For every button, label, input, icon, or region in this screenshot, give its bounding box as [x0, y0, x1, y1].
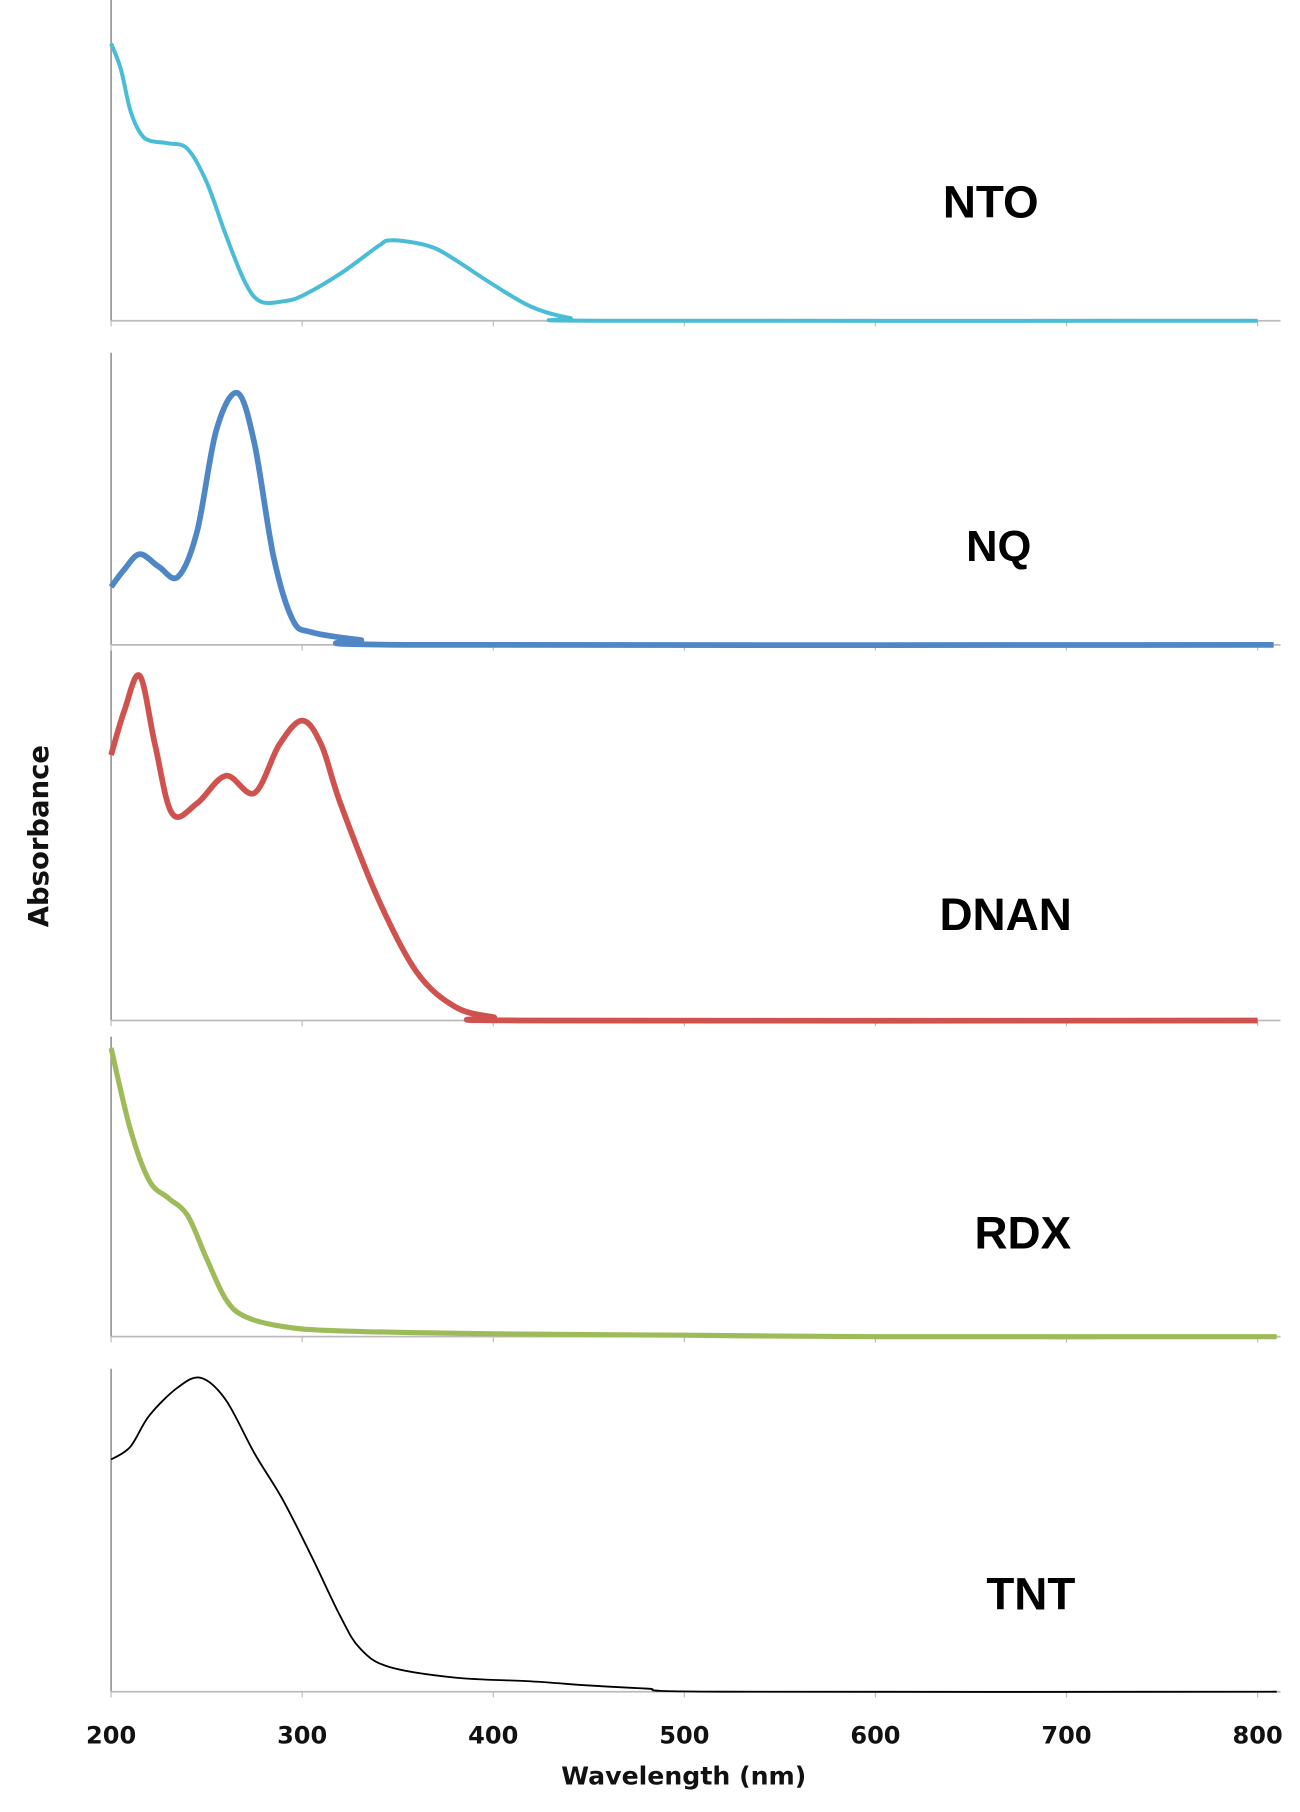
x-axis-label: Wavelength (nm) — [561, 1762, 806, 1791]
x-tick-label: 600 — [850, 1721, 900, 1749]
series-label: NTO — [943, 177, 1039, 228]
panel-tnt: TNT — [110, 1368, 1281, 1698]
panel-nq: NQ — [108, 352, 1281, 651]
y-axis-label: Absorbance — [23, 745, 55, 927]
series-line-nq — [108, 390, 1274, 649]
series-line-rdx — [108, 1047, 1277, 1340]
x-tick-label: 700 — [1041, 1721, 1091, 1749]
series-label: NQ — [966, 523, 1031, 571]
x-tick-label: 800 — [1233, 1721, 1283, 1749]
x-tick-label: 300 — [277, 1721, 327, 1749]
series-line-nto — [109, 42, 1258, 323]
x-tick-label: 400 — [468, 1721, 518, 1749]
series-line-tnt — [110, 1376, 1277, 1693]
series-label: RDX — [974, 1207, 1071, 1258]
series-label: DNAN — [939, 889, 1071, 940]
series-label: TNT — [986, 1568, 1075, 1619]
x-tick-label: 500 — [659, 1721, 709, 1749]
panel-dnan: DNAN — [108, 650, 1281, 1027]
panel-nto: NTO — [109, 0, 1281, 327]
x-tick-label: 200 — [86, 1721, 136, 1749]
series-line-dnan — [108, 672, 1258, 1024]
panel-rdx: RDX — [108, 1036, 1281, 1343]
